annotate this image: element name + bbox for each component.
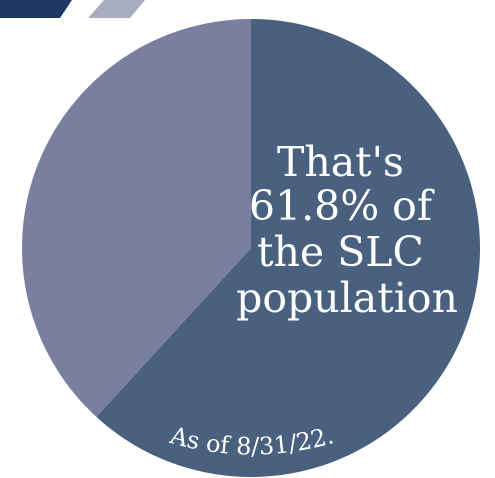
- pie-slice-2: [21, 19, 251, 417]
- pie-slices: [21, 19, 480, 477]
- pie-annotation: That's 61.8% of the SLC population: [236, 138, 458, 322]
- banner-light-shape: [88, 0, 145, 18]
- annotation-line-2: 61.8% of: [249, 182, 435, 230]
- annotation-line-1: That's: [277, 138, 404, 186]
- annotation-line-4: population: [236, 274, 458, 322]
- banner-dark-shape: [0, 0, 72, 18]
- pie-slice-1: [96, 19, 480, 477]
- annotation-line-3: the SLC: [257, 228, 424, 276]
